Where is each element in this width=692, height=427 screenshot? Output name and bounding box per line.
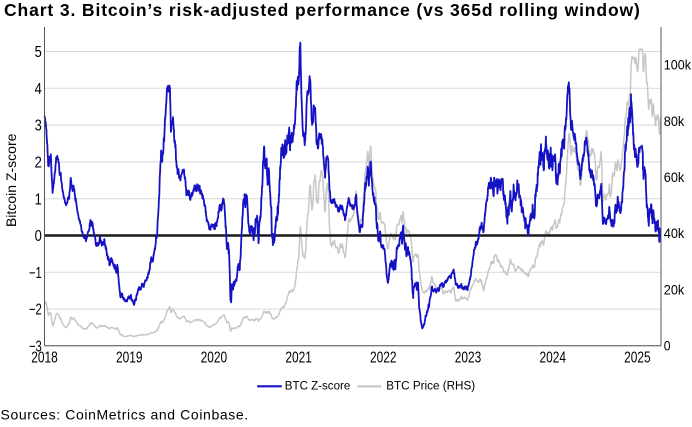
svg-text:BTC Z-score: BTC Z-score bbox=[285, 379, 351, 393]
svg-text:2021: 2021 bbox=[285, 350, 312, 367]
svg-text:Chart 3. Bitcoin’s risk-adjust: Chart 3. Bitcoin’s risk-adjusted perform… bbox=[4, 0, 641, 20]
svg-text:Bitcoin Z-score: Bitcoin Z-score bbox=[3, 133, 19, 227]
svg-text:3: 3 bbox=[35, 118, 42, 135]
svg-text:20k: 20k bbox=[664, 281, 685, 297]
svg-text:80k: 80k bbox=[664, 113, 685, 129]
svg-text:2024: 2024 bbox=[539, 350, 566, 367]
svg-text:2018: 2018 bbox=[31, 350, 58, 367]
svg-text:2025: 2025 bbox=[624, 350, 651, 367]
svg-text:BTC Price (RHS): BTC Price (RHS) bbox=[386, 379, 475, 393]
svg-text:2020: 2020 bbox=[201, 350, 228, 367]
svg-text:1: 1 bbox=[35, 191, 42, 208]
svg-text:0: 0 bbox=[664, 338, 671, 354]
svg-text:−3: −3 bbox=[29, 339, 42, 356]
svg-text:Sources: CoinMetrics and Coinb: Sources: CoinMetrics and Coinbase. bbox=[1, 407, 249, 423]
svg-text:4: 4 bbox=[35, 81, 42, 98]
svg-text:2: 2 bbox=[35, 155, 42, 172]
svg-text:0: 0 bbox=[35, 228, 42, 245]
svg-text:2022: 2022 bbox=[370, 350, 397, 367]
svg-text:−2: −2 bbox=[29, 302, 42, 319]
svg-text:40k: 40k bbox=[664, 225, 685, 241]
svg-text:2019: 2019 bbox=[116, 350, 143, 367]
svg-text:60k: 60k bbox=[664, 169, 685, 185]
svg-text:100k: 100k bbox=[664, 57, 692, 73]
svg-text:5: 5 bbox=[35, 44, 42, 61]
svg-text:−1: −1 bbox=[29, 265, 42, 282]
svg-text:2023: 2023 bbox=[455, 350, 482, 367]
